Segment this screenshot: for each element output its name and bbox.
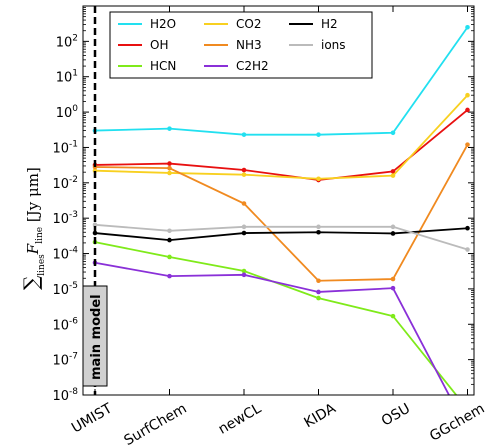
- data-point-co2: [167, 170, 172, 176]
- data-point-hcn: [167, 254, 172, 260]
- y-tick-label: 10-6: [52, 316, 78, 333]
- data-point-c2h2: [241, 272, 247, 278]
- y-label-f: F: [24, 243, 42, 255]
- series-line-h2: [94, 227, 468, 242]
- legend-label-oh: OH: [150, 38, 168, 52]
- data-point-ions: [167, 228, 172, 234]
- data-point-co2: [316, 176, 321, 182]
- y-label-sum: ∑: [19, 275, 43, 290]
- y-label-unit: [Jy μm]: [24, 167, 42, 227]
- category-label: OSU: [379, 401, 413, 430]
- data-point-c2h2: [167, 273, 172, 279]
- data-point-h2o: [465, 24, 470, 30]
- legend: H2O OH HCN CO2 NH3 C2H2 H2 ions: [109, 11, 373, 79]
- main-model-box: [82, 285, 108, 387]
- category-label: UMIST: [69, 400, 115, 436]
- data-point-ions: [241, 224, 247, 230]
- data-point-oh: [167, 161, 172, 166]
- legend-label-c2h2: C2H2: [236, 59, 269, 73]
- data-point-co2: [465, 92, 470, 98]
- data-point-h2o: [241, 132, 247, 137]
- data-point-h2: [241, 230, 247, 236]
- y-tick-label: 10-8: [52, 387, 78, 404]
- series-hcn: [92, 239, 458, 395]
- legend-label-nh3: NH3: [236, 38, 262, 52]
- data-point-hcn: [390, 313, 396, 319]
- category-label: GGchem: [427, 401, 487, 445]
- data-point-hcn: [316, 295, 321, 301]
- data-point-c2h2: [316, 289, 321, 295]
- data-point-ions: [92, 222, 98, 228]
- series-h2o: [92, 24, 470, 137]
- data-point-h2o: [316, 132, 321, 137]
- data-point-h2: [390, 231, 396, 236]
- legend-label-co2: CO2: [236, 17, 261, 31]
- main-model-annotation: main model: [82, 285, 108, 387]
- data-point-co2: [390, 173, 396, 178]
- category-label: SurfChem: [121, 401, 189, 446]
- category-label: newCL: [216, 401, 264, 438]
- data-point-h2: [465, 225, 470, 231]
- y-label-sum-sub: lines: [37, 254, 47, 276]
- y-tick-label: 10-1: [52, 139, 78, 156]
- legend-label-h2o: H2O: [150, 17, 176, 31]
- data-point-oh: [241, 167, 247, 173]
- data-point-oh: [465, 107, 470, 113]
- series-line-co2: [94, 94, 469, 180]
- data-point-ions: [465, 247, 470, 252]
- series-ions: [92, 222, 470, 252]
- legend-box: [109, 11, 373, 79]
- data-point-c2h2: [465, 428, 470, 433]
- y-tick-label: 10-2: [52, 175, 78, 192]
- series-line-c2h2: [94, 261, 450, 395]
- y-tick-label: 10-3: [52, 210, 78, 227]
- data-point-nh3: [465, 142, 470, 147]
- y-tick-label: 100: [56, 104, 79, 121]
- series-nh3: [92, 142, 470, 284]
- data-point-hcn: [241, 268, 247, 274]
- legend-label-ions: ions: [321, 38, 346, 52]
- legend-label-hcn: HCN: [150, 59, 176, 73]
- data-point-co2: [241, 172, 247, 177]
- y-tick-label: 101: [56, 69, 78, 86]
- data-point-c2h2: [390, 285, 396, 291]
- series-line-ions: [94, 223, 468, 251]
- series-line-hcn: [94, 241, 458, 395]
- data-point-nh3: [167, 165, 172, 171]
- data-point-ions: [390, 224, 396, 230]
- y-label-f-sub: line: [35, 227, 45, 244]
- plot-frame: [82, 5, 475, 396]
- data-point-ions: [316, 224, 321, 230]
- data-point-nh3: [241, 201, 247, 206]
- series-line-nh3: [94, 144, 469, 282]
- y-tick-label: 102: [56, 33, 78, 50]
- y-tick-label: 10-4: [52, 246, 78, 263]
- y-axis-label: ∑linesFline [Jy μm]: [19, 167, 47, 290]
- data-point-nh3: [390, 276, 396, 282]
- category-labels: UMIST SurfChem newCL KIDA OSU GGchem: [69, 400, 488, 446]
- main-model-label: main model: [89, 294, 104, 380]
- data-point-h2o: [390, 130, 396, 136]
- y-tick-label: 10-5: [52, 281, 78, 298]
- y-tick-label: 10-7: [52, 352, 78, 369]
- series-line-h2o: [94, 26, 469, 136]
- data-point-h2o: [167, 126, 172, 131]
- data-point-h2: [167, 237, 172, 243]
- series-layer: [92, 24, 470, 433]
- tick-layer: 10-8 10-7 10-6 10-5 10-4 10-3 10-2 10-1 100 101 10…: [52, 6, 474, 404]
- data-point-oh: [390, 169, 396, 174]
- category-label: KIDA: [302, 400, 339, 431]
- data-point-nh3: [316, 278, 321, 284]
- data-point-h2: [316, 229, 321, 235]
- legend-label-h2: H2: [321, 17, 338, 31]
